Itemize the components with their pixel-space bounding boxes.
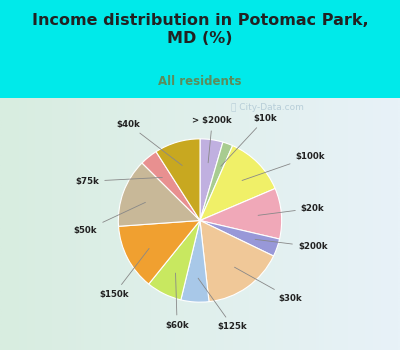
Wedge shape <box>149 220 200 300</box>
Text: > $200k: > $200k <box>192 116 232 163</box>
Wedge shape <box>118 163 200 226</box>
Text: $10k: $10k <box>221 114 277 166</box>
Text: $150k: $150k <box>100 248 149 299</box>
Text: $125k: $125k <box>198 278 248 331</box>
Wedge shape <box>200 146 275 220</box>
Wedge shape <box>142 152 200 220</box>
Text: $60k: $60k <box>165 273 189 330</box>
Text: $40k: $40k <box>116 120 182 166</box>
Wedge shape <box>200 189 282 239</box>
Wedge shape <box>200 139 223 220</box>
Wedge shape <box>200 142 232 220</box>
Text: $50k: $50k <box>74 202 146 235</box>
Wedge shape <box>200 220 280 256</box>
Text: Income distribution in Potomac Park,
MD (%): Income distribution in Potomac Park, MD … <box>32 13 368 46</box>
Wedge shape <box>156 139 200 220</box>
Text: All residents: All residents <box>158 75 242 89</box>
Wedge shape <box>118 220 200 284</box>
Text: $200k: $200k <box>255 239 328 251</box>
Text: $20k: $20k <box>258 204 324 215</box>
Text: $75k: $75k <box>75 177 162 186</box>
Text: $100k: $100k <box>242 152 325 181</box>
Wedge shape <box>181 220 209 302</box>
Wedge shape <box>200 220 274 302</box>
Text: $30k: $30k <box>234 267 302 303</box>
Text: ⓘ City-Data.com: ⓘ City-Data.com <box>230 103 304 112</box>
